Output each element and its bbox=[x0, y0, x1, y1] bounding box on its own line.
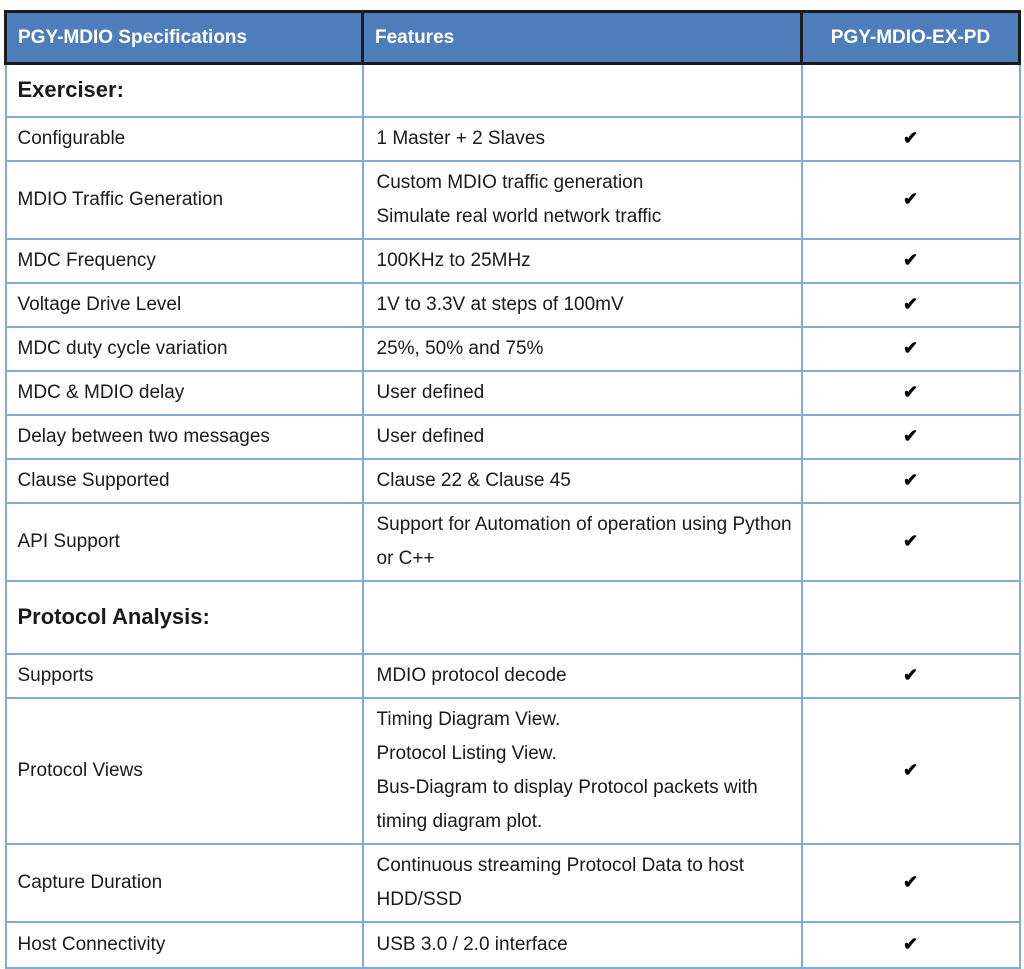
table-row-mdc-mdio-delay: MDC & MDIO delay User defined ✔ bbox=[4, 369, 1021, 416]
spec-table: PGY-MDIO Specifications Features PGY-MDI… bbox=[4, 10, 1021, 969]
feature-line: 1V to 3.3V at steps of 100mV bbox=[376, 293, 624, 315]
spec-cell: Clause Supported bbox=[4, 457, 364, 504]
feature-cell: Clause 22 & Clause 45 bbox=[361, 457, 803, 504]
feature-line: Protocol Listing View. bbox=[376, 742, 557, 764]
section-title: Exerciser: bbox=[4, 62, 364, 118]
check-cell: ✔ bbox=[800, 457, 1021, 504]
feature-cell: 1 Master + 2 Slaves bbox=[361, 115, 803, 162]
feature-cell: User defined bbox=[361, 413, 803, 460]
check-icon: ✔ bbox=[902, 872, 919, 892]
spec-cell: Configurable bbox=[4, 115, 364, 162]
feature-cell: Timing Diagram View. Protocol Listing Vi… bbox=[361, 696, 803, 845]
feature-cell: MDIO protocol decode bbox=[361, 652, 803, 699]
check-cell: ✔ bbox=[800, 369, 1021, 416]
feature-line: USB 3.0 / 2.0 interface bbox=[376, 933, 568, 955]
check-cell: ✔ bbox=[800, 842, 1021, 923]
feature-cell: User defined bbox=[361, 369, 803, 416]
spec-cell: Host Connectivity bbox=[4, 920, 364, 969]
feature-line: User defined bbox=[376, 425, 485, 447]
check-icon: ✔ bbox=[902, 760, 919, 780]
spec-cell: Delay between two messages bbox=[4, 413, 364, 460]
feature-line: User defined bbox=[376, 381, 485, 403]
feature-cell: Support for Automation of operation usin… bbox=[361, 501, 803, 582]
table-row-voltage-drive-level: Voltage Drive Level 1V to 3.3V at steps … bbox=[4, 281, 1021, 328]
check-icon: ✔ bbox=[902, 934, 919, 954]
table-row-mdc-duty-cycle: MDC duty cycle variation 25%, 50% and 75… bbox=[4, 325, 1021, 372]
feature-line: Support for Automation of operation usin… bbox=[376, 513, 792, 569]
spec-cell: MDIO Traffic Generation bbox=[4, 159, 364, 240]
check-cell: ✔ bbox=[800, 920, 1021, 969]
spec-cell: MDC & MDIO delay bbox=[4, 369, 364, 416]
feature-cell: Custom MDIO traffic generation Simulate … bbox=[361, 159, 803, 240]
check-cell: ✔ bbox=[800, 237, 1021, 284]
spec-cell: MDC Frequency bbox=[4, 237, 364, 284]
check-cell bbox=[800, 62, 1021, 118]
feature-line: MDIO protocol decode bbox=[376, 664, 567, 686]
feature-cell: 25%, 50% and 75% bbox=[361, 325, 803, 372]
column-header-features: Features bbox=[361, 10, 803, 65]
table-row-supports: Supports MDIO protocol decode ✔ bbox=[4, 652, 1021, 699]
feature-line: Continuous streaming Protocol Data to ho… bbox=[376, 854, 745, 910]
feature-line: 25%, 50% and 75% bbox=[376, 337, 544, 359]
spec-cell: Voltage Drive Level bbox=[4, 281, 364, 328]
feature-cell bbox=[361, 62, 803, 118]
feature-line: Timing Diagram View. bbox=[376, 708, 561, 730]
table-row-section-exerciser: Exerciser: bbox=[4, 62, 1021, 118]
check-icon: ✔ bbox=[902, 426, 919, 446]
check-cell: ✔ bbox=[800, 159, 1021, 240]
spec-cell: Protocol Views bbox=[4, 696, 364, 845]
feature-line: Simulate real world network traffic bbox=[376, 205, 662, 227]
check-icon: ✔ bbox=[902, 338, 919, 358]
feature-cell: 100KHz to 25MHz bbox=[361, 237, 803, 284]
table-row-capture-duration: Capture Duration Continuous streaming Pr… bbox=[4, 842, 1021, 923]
check-icon: ✔ bbox=[902, 189, 919, 209]
feature-cell bbox=[361, 579, 803, 655]
check-cell: ✔ bbox=[800, 501, 1021, 582]
spec-cell: Supports bbox=[4, 652, 364, 699]
feature-line: Bus-Diagram to display Protocol packets … bbox=[376, 776, 758, 832]
check-icon: ✔ bbox=[902, 382, 919, 402]
table-row-host-connectivity: Host Connectivity USB 3.0 / 2.0 interfac… bbox=[4, 920, 1021, 969]
check-cell: ✔ bbox=[800, 652, 1021, 699]
section-title: Protocol Analysis: bbox=[4, 579, 364, 655]
header-row: PGY-MDIO Specifications Features PGY-MDI… bbox=[4, 10, 1021, 65]
feature-cell: USB 3.0 / 2.0 interface bbox=[361, 920, 803, 969]
check-cell bbox=[800, 579, 1021, 655]
table-row-api-support: API Support Support for Automation of op… bbox=[4, 501, 1021, 582]
check-icon: ✔ bbox=[902, 665, 919, 685]
table-row-mdio-traffic-generation: MDIO Traffic Generation Custom MDIO traf… bbox=[4, 159, 1021, 240]
table-row-protocol-views: Protocol Views Timing Diagram View. Prot… bbox=[4, 696, 1021, 845]
check-icon: ✔ bbox=[902, 250, 919, 270]
check-cell: ✔ bbox=[800, 413, 1021, 460]
feature-line: Clause 22 & Clause 45 bbox=[376, 469, 571, 491]
check-icon: ✔ bbox=[902, 531, 919, 551]
spec-cell: MDC duty cycle variation bbox=[4, 325, 364, 372]
check-cell: ✔ bbox=[800, 696, 1021, 845]
page: PGY-MDIO Specifications Features PGY-MDI… bbox=[4, 10, 1021, 969]
table-row-delay-between-messages: Delay between two messages User defined … bbox=[4, 413, 1021, 460]
feature-line: Custom MDIO traffic generation bbox=[376, 171, 644, 193]
spec-cell: API Support bbox=[4, 501, 364, 582]
feature-line: 1 Master + 2 Slaves bbox=[376, 127, 545, 149]
check-cell: ✔ bbox=[800, 325, 1021, 372]
check-icon: ✔ bbox=[902, 470, 919, 490]
feature-cell: 1V to 3.3V at steps of 100mV bbox=[361, 281, 803, 328]
feature-cell: Continuous streaming Protocol Data to ho… bbox=[361, 842, 803, 923]
table-row-configurable: Configurable 1 Master + 2 Slaves ✔ bbox=[4, 115, 1021, 162]
check-cell: ✔ bbox=[800, 281, 1021, 328]
table-row-mdc-frequency: MDC Frequency 100KHz to 25MHz ✔ bbox=[4, 237, 1021, 284]
check-cell: ✔ bbox=[800, 115, 1021, 162]
column-header-specifications: PGY-MDIO Specifications bbox=[4, 10, 364, 65]
check-icon: ✔ bbox=[902, 128, 919, 148]
table-row-section-protocol-analysis: Protocol Analysis: bbox=[4, 579, 1021, 655]
column-header-product: PGY-MDIO-EX-PD bbox=[800, 10, 1021, 65]
check-icon: ✔ bbox=[902, 294, 919, 314]
feature-line: 100KHz to 25MHz bbox=[376, 249, 531, 271]
spec-cell: Capture Duration bbox=[4, 842, 364, 923]
table-row-clause-supported: Clause Supported Clause 22 & Clause 45 ✔ bbox=[4, 457, 1021, 504]
